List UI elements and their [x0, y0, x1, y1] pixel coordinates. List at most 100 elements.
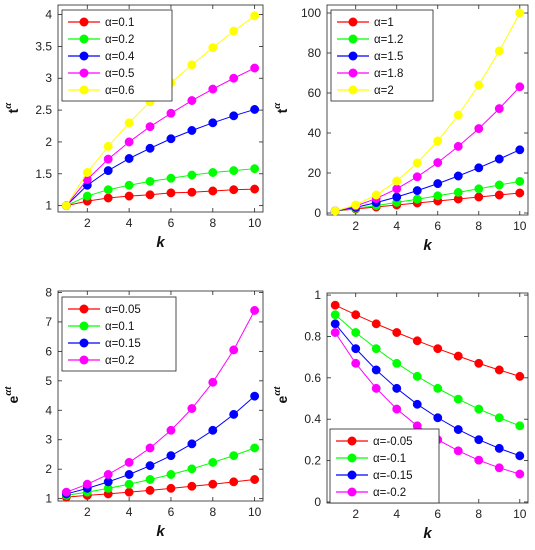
- data-point: [250, 184, 260, 194]
- legend-marker: [79, 68, 89, 78]
- series-1: [330, 300, 525, 381]
- legend: α=-0.05 α=-0.1 α=-0.15 α=-0.2: [329, 428, 440, 504]
- data-point: [103, 154, 113, 164]
- series-line: [334, 314, 520, 427]
- chart-panel-2: 2 4 6 8 10020406080100ktαα=1α=1.2α=1.5α=1.8α…: [271, 4, 529, 254]
- y-tick-label: 3: [45, 433, 52, 447]
- data-point: [474, 404, 484, 414]
- data-point: [515, 145, 525, 155]
- y-tick-label: 20: [308, 166, 322, 180]
- legend-marker: [79, 85, 89, 95]
- data-point: [515, 8, 525, 18]
- x-tick-label: 4: [126, 216, 133, 230]
- y-axis-label-exponent: α: [271, 102, 283, 109]
- data-point: [351, 344, 361, 354]
- legend-label: α=0.1: [105, 17, 134, 29]
- y-tick-label: 0: [314, 495, 321, 509]
- data-point: [515, 371, 525, 381]
- data-point: [229, 345, 239, 355]
- data-point: [250, 105, 260, 114]
- data-point: [494, 180, 504, 190]
- y-axis-label: eαt: [271, 386, 290, 404]
- y-tick-label: 4: [45, 8, 52, 22]
- data-point: [208, 479, 218, 489]
- data-point: [453, 110, 463, 120]
- y-tick-label: 1: [45, 199, 52, 213]
- series-line: [66, 479, 255, 498]
- legend-label: α=0.2: [105, 34, 134, 46]
- legend: α=0.1 α=0.2 α=0.4 α=0.5 α=0.6: [61, 9, 173, 102]
- data-point: [229, 166, 239, 176]
- legend-label: α=1.5: [374, 51, 403, 63]
- data-point: [474, 124, 484, 134]
- data-point: [371, 319, 381, 329]
- legend: α=1 α=1.2 α=1.5 α=1.8 α=2: [330, 9, 434, 102]
- legend-label: α=1.8: [374, 68, 403, 80]
- legend-entry: α=0.5: [68, 68, 134, 80]
- y-tick-label: 100: [301, 6, 321, 20]
- series-line: [335, 149, 521, 212]
- legend-entry: α=1.5: [337, 51, 403, 63]
- legend: α=0.05 α=0.1 α=0.15 α=0.2: [61, 296, 177, 372]
- data-point: [250, 391, 260, 401]
- data-point: [166, 451, 176, 461]
- data-point: [208, 377, 218, 387]
- x-tick-label: 2: [352, 507, 359, 521]
- data-point: [515, 188, 525, 198]
- data-point: [208, 84, 218, 94]
- data-point: [474, 184, 484, 194]
- data-point: [494, 413, 504, 423]
- data-point: [166, 470, 176, 479]
- y-tick-label: 2: [45, 462, 52, 476]
- legend-label: α=0.5: [105, 68, 134, 80]
- series-5: [330, 8, 525, 216]
- data-point: [433, 179, 443, 189]
- y-tick-label: 1: [45, 492, 52, 506]
- series-line: [335, 192, 520, 212]
- x-axis-label: k: [156, 523, 165, 540]
- legend-label: α=-0.1: [373, 453, 406, 465]
- legend-label: α=-0.05: [373, 436, 413, 448]
- data-point: [330, 300, 340, 310]
- y-tick-label: 0.6: [304, 371, 321, 385]
- data-point: [453, 446, 463, 456]
- legend-entry: α=0.4: [68, 51, 135, 63]
- data-point: [494, 190, 504, 200]
- data-point: [145, 143, 155, 153]
- data-point: [474, 192, 484, 202]
- data-point: [392, 328, 402, 337]
- x-tick-label: 8: [475, 507, 482, 521]
- data-point: [229, 111, 239, 121]
- data-point: [187, 187, 197, 197]
- y-tick-label: 2: [45, 135, 52, 149]
- data-point: [371, 344, 381, 354]
- x-tick-label: 2: [84, 216, 91, 230]
- data-point: [392, 192, 402, 202]
- x-tick-label: 6: [168, 216, 175, 230]
- y-tick-label: 0: [314, 206, 321, 220]
- legend-entry: α=0.2: [68, 34, 134, 46]
- legend-label: α=1: [374, 17, 394, 29]
- data-point: [515, 469, 525, 479]
- y-axis-label-base: e: [274, 395, 290, 403]
- legend-label: α=0.4: [105, 51, 135, 63]
- legend-marker: [348, 68, 358, 78]
- y-tick-label: 40: [308, 126, 322, 140]
- data-point: [208, 168, 218, 177]
- legend-marker: [79, 321, 89, 331]
- y-tick-label: 5: [45, 374, 52, 388]
- legend-label: α=0.2: [105, 355, 134, 367]
- data-point: [371, 383, 381, 393]
- data-point: [187, 60, 197, 70]
- y-axis-label-exponent: α: [2, 102, 14, 109]
- data-point: [250, 475, 260, 484]
- data-point: [145, 122, 155, 132]
- data-point: [453, 425, 463, 435]
- data-point: [453, 141, 463, 151]
- legend-label: α=0.15: [105, 338, 141, 350]
- series-line: [66, 168, 255, 207]
- data-point: [229, 73, 239, 83]
- series-3: [61, 391, 260, 499]
- x-axis-label: k: [423, 525, 432, 542]
- legend-label: α=0.6: [105, 85, 134, 97]
